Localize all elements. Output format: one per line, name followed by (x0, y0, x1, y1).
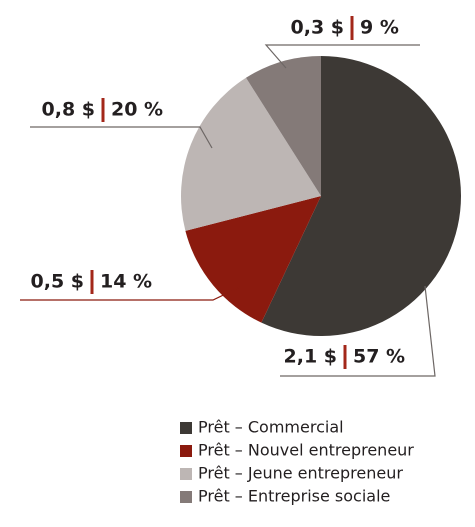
amount-label: 0,8 $ (42, 99, 96, 121)
value-label: 57 % (353, 346, 405, 368)
pie-slice (245, 56, 321, 196)
legend-label: Prêt – Entreprise sociale (198, 487, 390, 506)
legend-swatch (180, 445, 192, 457)
legend-label: Prêt – Commercial (198, 418, 344, 437)
leader-line (280, 285, 436, 377)
leader-line (20, 286, 241, 301)
separator (90, 270, 94, 294)
amount-label: 0,3 $ (291, 17, 345, 39)
leader-line (264, 44, 420, 69)
legend-label: Prêt – Jeune entrepreneur (198, 464, 403, 483)
pie-slice (185, 196, 321, 323)
legend-swatch (180, 422, 192, 434)
pie-slice (180, 77, 321, 231)
value-label: 9 % (360, 17, 399, 39)
separator (350, 16, 354, 40)
legend-swatch (180, 468, 192, 480)
amount-label: 2,1 $ (284, 346, 338, 368)
separator (343, 345, 347, 369)
legend-swatch (180, 491, 192, 503)
amount-label: 0,5 $ (31, 271, 85, 293)
value-label: 14 % (100, 271, 152, 293)
legend-label: Prêt – Nouvel entrepreneur (198, 441, 414, 460)
pie-slice (261, 56, 461, 336)
value-label: 20 % (111, 99, 163, 121)
leader-line (30, 126, 213, 149)
separator (101, 98, 105, 122)
